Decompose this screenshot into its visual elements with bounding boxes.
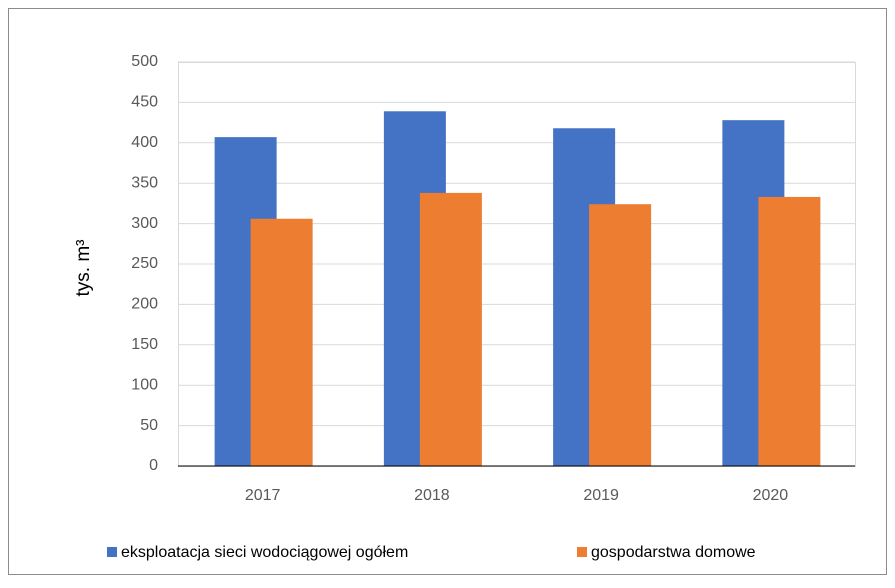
x-tick-label: 2018 <box>414 487 450 504</box>
y-tick-label: 400 <box>131 134 158 151</box>
y-tick-label: 200 <box>131 296 158 313</box>
legend-swatch <box>577 547 587 557</box>
y-tick-label: 450 <box>131 94 158 111</box>
y-tick-label: 150 <box>131 336 158 353</box>
y-tick-label: 100 <box>131 376 158 393</box>
legend-label: eksploatacja sieci wodociągowej ogółem <box>121 544 408 561</box>
y-axis-label: tys. m³ <box>73 240 94 297</box>
y-tick-label: 50 <box>140 417 158 434</box>
bar <box>758 196 821 466</box>
bar <box>419 192 482 466</box>
y-tick-label: 350 <box>131 174 158 191</box>
y-tick-label: 500 <box>131 53 158 70</box>
x-tick-label: 2019 <box>583 487 619 504</box>
bar <box>589 204 652 466</box>
x-tick-label: 2020 <box>753 487 789 504</box>
y-tick-label: 0 <box>149 457 158 474</box>
x-tick-label: 2017 <box>245 487 281 504</box>
y-tick-label: 300 <box>131 215 158 232</box>
legend-label: gospodarstwa domowe <box>591 544 756 561</box>
y-tick-label: 250 <box>131 255 158 272</box>
legend-swatch <box>107 547 117 557</box>
bar <box>250 218 313 466</box>
